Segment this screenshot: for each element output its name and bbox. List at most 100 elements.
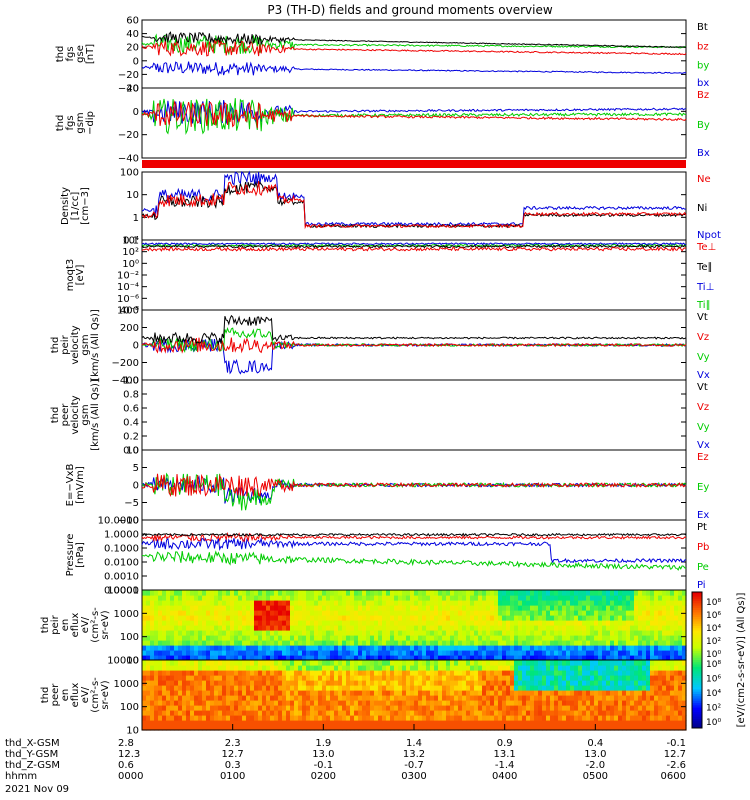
spectrogram-cell (534, 660, 539, 666)
spectrogram-cell (530, 610, 535, 616)
spectrogram-cell (674, 645, 679, 651)
spectrogram-cell (234, 640, 239, 646)
spectrogram-cell (586, 635, 591, 641)
spectrogram-cell (446, 725, 451, 731)
spectrogram-cell (458, 660, 463, 666)
spectrogram-cell (282, 590, 287, 596)
spectrogram-cell (654, 630, 659, 636)
spectrogram-cell (650, 685, 655, 691)
spectrogram-cell (478, 675, 483, 681)
spectrogram-cell (618, 725, 623, 731)
spectrogram-cell (178, 600, 183, 606)
spectrogram-cell (254, 695, 259, 701)
colorbar-step (692, 680, 702, 684)
spectrogram-cell (326, 675, 331, 681)
spectrogram-cell (542, 640, 547, 646)
spectrogram-cell (278, 705, 283, 711)
spectrogram-cell (358, 715, 363, 721)
spectrogram-cell (350, 680, 355, 686)
spectrogram-cell (682, 630, 687, 636)
y-axis-label: (cm²-s- (90, 677, 101, 713)
spectrogram-cell (534, 645, 539, 651)
panel-frame (141, 379, 687, 451)
spectrogram-cell (614, 655, 619, 661)
spectrogram-cell (626, 630, 631, 636)
spectrogram-cell (254, 725, 259, 731)
spectrogram-cell (350, 605, 355, 611)
spectrogram-cell (266, 605, 271, 611)
spectrogram-cell (426, 605, 431, 611)
spectrogram-cell (254, 620, 259, 626)
spectrogram-cell (510, 670, 515, 676)
spectrogram-cell (222, 660, 227, 666)
spectrogram-cell (370, 705, 375, 711)
spectrogram-cell (498, 595, 503, 601)
spectrogram-cell (446, 650, 451, 656)
spectrogram-cell (254, 615, 259, 621)
spectrogram-cell (190, 660, 195, 666)
spectrogram-cell (238, 600, 243, 606)
spectrogram-cell (558, 705, 563, 711)
spectrogram-cell (274, 615, 279, 621)
spectrogram-cell (230, 630, 235, 636)
spectrogram-cell (162, 590, 167, 596)
spectrogram-cell (530, 630, 535, 636)
spectrogram-cell (530, 670, 535, 676)
spectrogram-cell (354, 645, 359, 651)
spectrogram-cell (242, 625, 247, 631)
spectrogram-cell (262, 620, 267, 626)
spectrogram-cell (198, 645, 203, 651)
spectrogram-cell (182, 675, 187, 681)
spectrogram-cell (214, 665, 219, 671)
spectrogram-cell (434, 630, 439, 636)
spectrogram-cell (574, 695, 579, 701)
spectrogram-cell (658, 620, 663, 626)
spectrogram-cell (414, 655, 419, 661)
spectrogram-cell (234, 725, 239, 731)
spectrogram-cell (450, 620, 455, 626)
spectrogram-cell (290, 670, 295, 676)
spectrogram-cell (158, 620, 163, 626)
spectrogram-cell (182, 680, 187, 686)
spectrogram-cell (314, 590, 319, 596)
spectrogram-cell (242, 665, 247, 671)
spectrogram-cell (642, 715, 647, 721)
spectrogram-cell (430, 610, 435, 616)
spectrogram-cell (346, 680, 351, 686)
spectrogram-cell (630, 715, 635, 721)
panel-frame (141, 87, 687, 159)
spectrogram-cell (418, 695, 423, 701)
spectrogram-cell (402, 720, 407, 726)
spectrogram-cell (318, 675, 323, 681)
spectrogram-cell (146, 635, 151, 641)
spectrogram-cell (194, 705, 199, 711)
spectrogram-cell (478, 715, 483, 721)
spectrogram-cell (590, 690, 595, 696)
spectrogram-cell (158, 705, 163, 711)
spectrogram-cell (486, 650, 491, 656)
spectrogram-cell (670, 650, 675, 656)
spectrogram-cell (606, 645, 611, 651)
colorbar-step (692, 637, 702, 641)
spectrogram-cell (258, 690, 263, 696)
spectrogram-cell (470, 690, 475, 696)
spectrogram-cell (270, 670, 275, 676)
spectrogram-cell (210, 665, 215, 671)
spectrogram-cell (450, 660, 455, 666)
spectrogram-cell (598, 700, 603, 706)
colorbar-step (692, 626, 702, 629)
spectrogram-cell (434, 710, 439, 716)
spectrogram-cell (174, 590, 179, 596)
spectrogram-cell (386, 685, 391, 691)
spectrogram-cell (218, 675, 223, 681)
spectrogram-cell (498, 590, 503, 596)
spectrogram-cell (414, 710, 419, 716)
spectrogram-cell (198, 720, 203, 726)
spectrogram-cell (250, 635, 255, 641)
y-axis-label: eflux (70, 683, 81, 708)
spectrogram-cell (514, 600, 519, 606)
spectrogram-cell (186, 605, 191, 611)
spectrogram-cell (550, 635, 555, 641)
spectrogram-cell (402, 680, 407, 686)
spectrogram-cell (638, 695, 643, 701)
